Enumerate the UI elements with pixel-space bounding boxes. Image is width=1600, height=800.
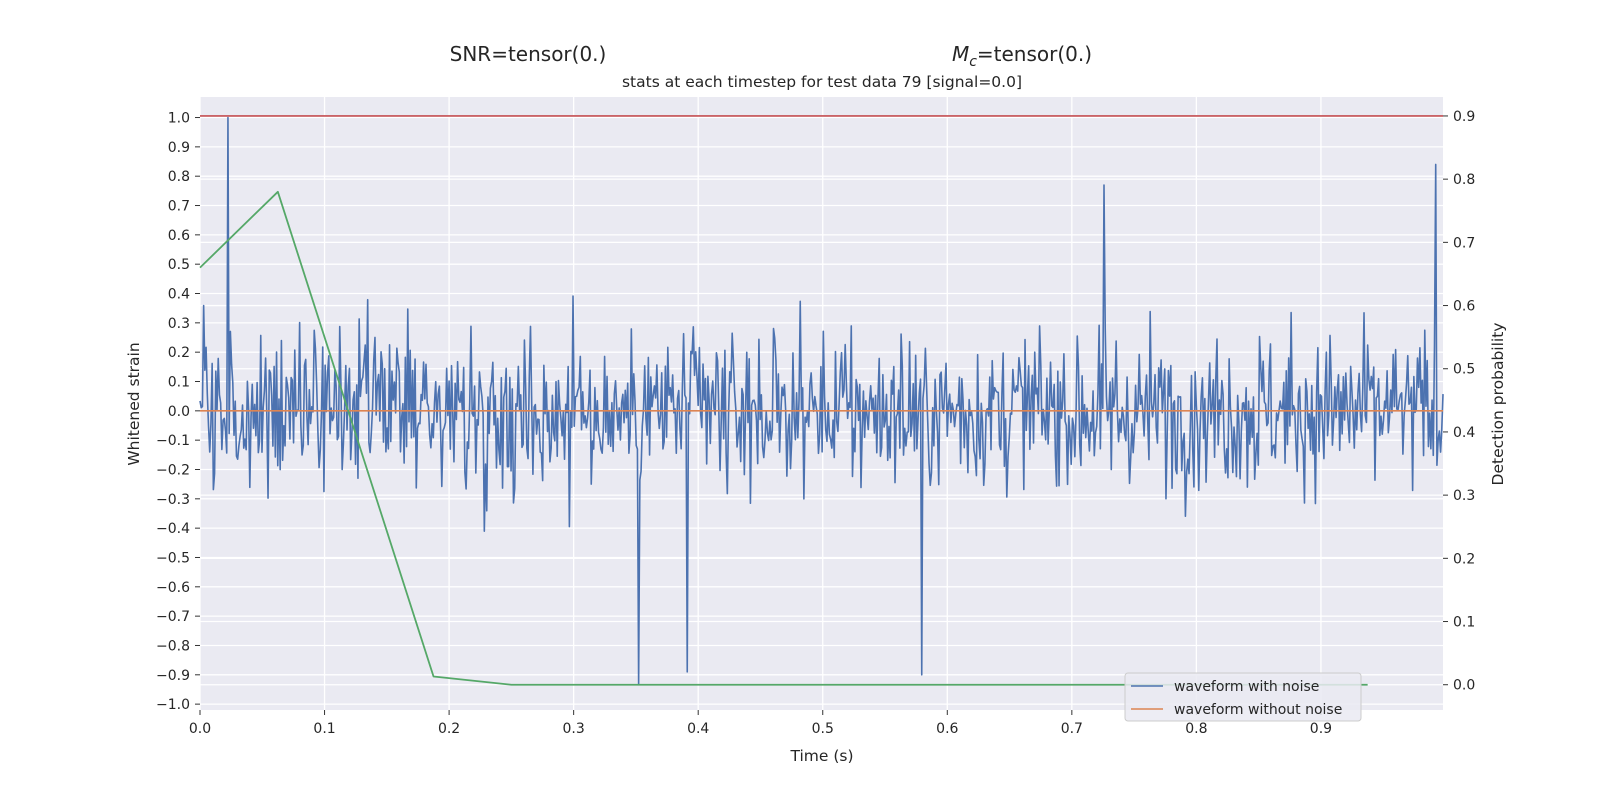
y-left-tick-label: −0.5 — [156, 550, 190, 566]
x-axis: 0.0 0.1 0.2 0.3 0.4 0.5 0.6 0.7 0.8 0.9 — [189, 710, 1332, 737]
legend-label-clean: waveform without noise — [1174, 702, 1342, 718]
y-left-tick-label: −0.2 — [156, 462, 190, 478]
mc-subscript: c — [969, 54, 977, 70]
y-left-tick-label: 1.0 — [168, 111, 190, 127]
y-left-tick-label: −0.8 — [156, 638, 190, 654]
y-left-tick-label: −0.1 — [156, 433, 190, 449]
y-left-tick-label: 0.1 — [168, 375, 190, 391]
y-axis-label-left: Whitened strain — [125, 342, 143, 465]
y-right-tick-label: 0.0 — [1453, 678, 1475, 694]
y-right-tick-label: 0.8 — [1453, 172, 1475, 188]
x-tick-label: 0.9 — [1310, 721, 1332, 737]
y-left-tick-label: 0.7 — [168, 199, 190, 215]
legend-box — [1124, 672, 1362, 722]
y-right-tick-label: 0.1 — [1453, 615, 1475, 631]
legend: waveform with noise waveform without noi… — [1124, 672, 1362, 722]
mc-value: =tensor(0.) — [977, 42, 1092, 66]
y-right-tick-label: 0.6 — [1453, 299, 1475, 315]
x-tick-label: 0.8 — [1185, 721, 1207, 737]
left-axis: 1.0 0.9 0.8 0.7 0.6 0.5 0.4 0.3 0.2 0.1 0.0 −0.1 −0.… — [156, 111, 200, 713]
y-left-tick-label: 0.5 — [168, 257, 190, 273]
x-tick-label: 0.6 — [936, 721, 958, 737]
y-left-tick-label: −0.9 — [156, 668, 190, 684]
y-right-tick-label: 0.4 — [1453, 425, 1475, 441]
y-right-tick-label: 0.5 — [1453, 362, 1475, 378]
legend-label-noise: waveform with noise — [1174, 679, 1319, 695]
mc-title: Mc=tensor(0.) — [952, 42, 1092, 70]
y-left-tick-label: 0.4 — [168, 287, 190, 303]
y-left-tick-label: −0.4 — [156, 521, 190, 537]
y-left-tick-label: −1.0 — [156, 697, 190, 713]
y-right-tick-label: 0.9 — [1453, 109, 1475, 125]
series-waveform-with-noise — [199, 116, 1444, 685]
y-left-tick-label: 0.3 — [168, 316, 190, 332]
x-tick-label: 0.0 — [189, 721, 211, 737]
right-axis: 0.9 0.8 0.7 0.6 0.5 0.4 0.3 0.2 0.1 0.0 — [1443, 109, 1475, 694]
y-left-tick-label: −0.3 — [156, 492, 190, 508]
y-left-tick-label: 0.8 — [168, 169, 190, 185]
y-left-tick-label: −0.7 — [156, 609, 190, 625]
y-left-tick-label: 0.0 — [168, 404, 190, 420]
y-axis-label-right: Detection probability — [1489, 323, 1507, 486]
x-tick-label: 0.1 — [313, 721, 335, 737]
x-tick-label: 0.4 — [687, 721, 709, 737]
y-left-tick-label: −0.6 — [156, 580, 190, 596]
mc-symbol: M — [952, 42, 969, 66]
y-right-tick-label: 0.3 — [1453, 488, 1475, 504]
y-left-tick-label: 0.9 — [168, 140, 190, 156]
x-tick-label: 0.3 — [563, 721, 585, 737]
x-tick-label: 0.7 — [1061, 721, 1083, 737]
x-tick-label: 0.2 — [438, 721, 460, 737]
y-left-tick-label: 0.6 — [168, 228, 190, 244]
x-axis-label: Time (s) — [789, 747, 853, 765]
x-tick-label: 0.5 — [812, 721, 834, 737]
y-right-tick-label: 0.2 — [1453, 551, 1475, 567]
snr-title: SNR=tensor(0.) — [450, 42, 607, 66]
chart-title: stats at each timestep for test data 79 … — [622, 73, 1022, 91]
y-right-tick-label: 0.7 — [1453, 235, 1475, 251]
y-left-tick-label: 0.2 — [168, 345, 190, 361]
